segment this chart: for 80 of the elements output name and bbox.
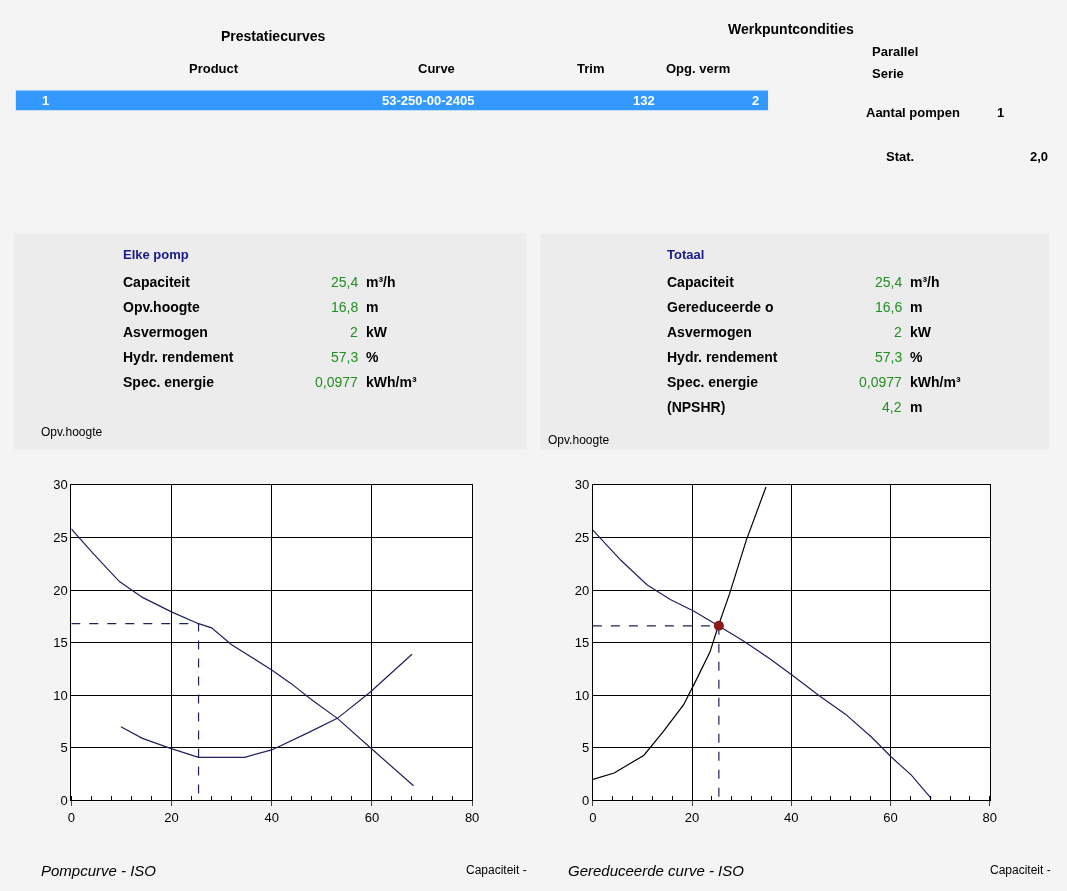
text: Trim — [577, 61, 605, 76]
text: 0,0977 — [859, 374, 903, 390]
text: Asvermogen — [123, 324, 208, 340]
text: 2 — [894, 324, 902, 340]
y-tick-label: 15 — [53, 635, 68, 651]
text: Asvermogen — [667, 324, 752, 340]
y-tick-label: 5 — [582, 740, 590, 756]
text: Gereduceerde curve - ISO — [568, 862, 745, 879]
text: 132 — [633, 93, 655, 108]
y-tick-label: 10 — [53, 687, 68, 703]
text: Opg. verm — [666, 61, 731, 76]
y-tick-label: 30 — [53, 477, 68, 493]
text: kWh/m³ — [366, 374, 417, 390]
x-tick-label: 80 — [464, 810, 480, 826]
text: Stat. — [886, 149, 915, 164]
x-tick-label: 40 — [264, 810, 279, 826]
text: 53-250-00-2405 — [382, 93, 475, 108]
text: m³/h — [910, 274, 940, 290]
text: Hydr. rendement — [667, 349, 778, 365]
text: Parallel — [872, 44, 919, 59]
text: Serie — [872, 66, 904, 81]
text: Pompcurve - ISO — [41, 862, 157, 879]
line-series — [592, 529, 932, 799]
y-tick-label: 0 — [582, 792, 590, 808]
y-axis-title: Opv.hoogte — [548, 433, 610, 447]
text: 0,0977 — [315, 374, 359, 390]
x-axis-title: Capaciteit - — [466, 863, 527, 877]
text: Capaciteit — [123, 274, 191, 290]
x-tick-label: 60 — [364, 810, 380, 826]
text: 25,4 — [331, 274, 359, 290]
text: kW — [910, 324, 932, 340]
y-tick-label: 25 — [574, 529, 590, 545]
text: m — [366, 299, 379, 315]
text: 57,3 — [875, 349, 903, 365]
text: 2 — [350, 324, 358, 340]
y-tick-label: 25 — [53, 529, 68, 545]
y-tick-label: 0 — [60, 792, 68, 808]
y-axis-title: Opv.hoogte — [41, 425, 103, 439]
chart-title: Elke pomp — [123, 247, 189, 262]
text: Curve — [418, 61, 455, 76]
y-tick-label: 20 — [574, 582, 590, 598]
x-axis-title: Capaciteit - — [990, 863, 1051, 877]
text: 2,0 — [1030, 149, 1049, 164]
text: 1 — [42, 93, 50, 108]
chart-title: Totaal — [667, 247, 705, 262]
x-tick-label: 40 — [784, 810, 799, 826]
text: kW — [366, 324, 388, 340]
y-tick-label: 15 — [574, 635, 590, 651]
text: Spec. energie — [667, 374, 759, 390]
text: (NPSHR) — [667, 399, 726, 415]
text: Aantal pompen — [866, 105, 960, 120]
text: 2 — [752, 93, 760, 108]
text: m³/h — [366, 274, 396, 290]
text: Hydr. rendement — [123, 349, 234, 365]
x-tick-label: 20 — [684, 810, 700, 826]
text: Opv.hoogte — [123, 299, 200, 315]
x-tick-label: 80 — [982, 810, 997, 826]
text: Prestatiecurves — [221, 28, 326, 44]
text: Spec. energie — [123, 374, 215, 390]
text: 25,4 — [875, 274, 903, 290]
y-tick-label: 5 — [60, 740, 68, 756]
y-tick-label: 30 — [574, 477, 590, 493]
text: m — [910, 299, 923, 315]
text: kWh/m³ — [910, 374, 961, 390]
x-tick-label: 60 — [883, 810, 898, 826]
text: % — [366, 349, 379, 365]
text: m — [910, 399, 923, 415]
y-tick-label: 10 — [574, 687, 590, 703]
x-tick-label: 20 — [164, 810, 179, 826]
text: 4,2 — [882, 399, 902, 415]
text: 16,8 — [331, 299, 359, 315]
text: Werkpuntcondities — [728, 21, 854, 37]
text: 1 — [997, 105, 1005, 120]
text: Product — [189, 61, 239, 76]
y-tick-label: 20 — [53, 582, 68, 598]
text: Capaciteit — [667, 274, 735, 290]
text: Gereduceerde o — [667, 299, 774, 315]
text: 16,6 — [875, 299, 903, 315]
text: 57,3 — [331, 349, 359, 365]
text: % — [910, 349, 923, 365]
